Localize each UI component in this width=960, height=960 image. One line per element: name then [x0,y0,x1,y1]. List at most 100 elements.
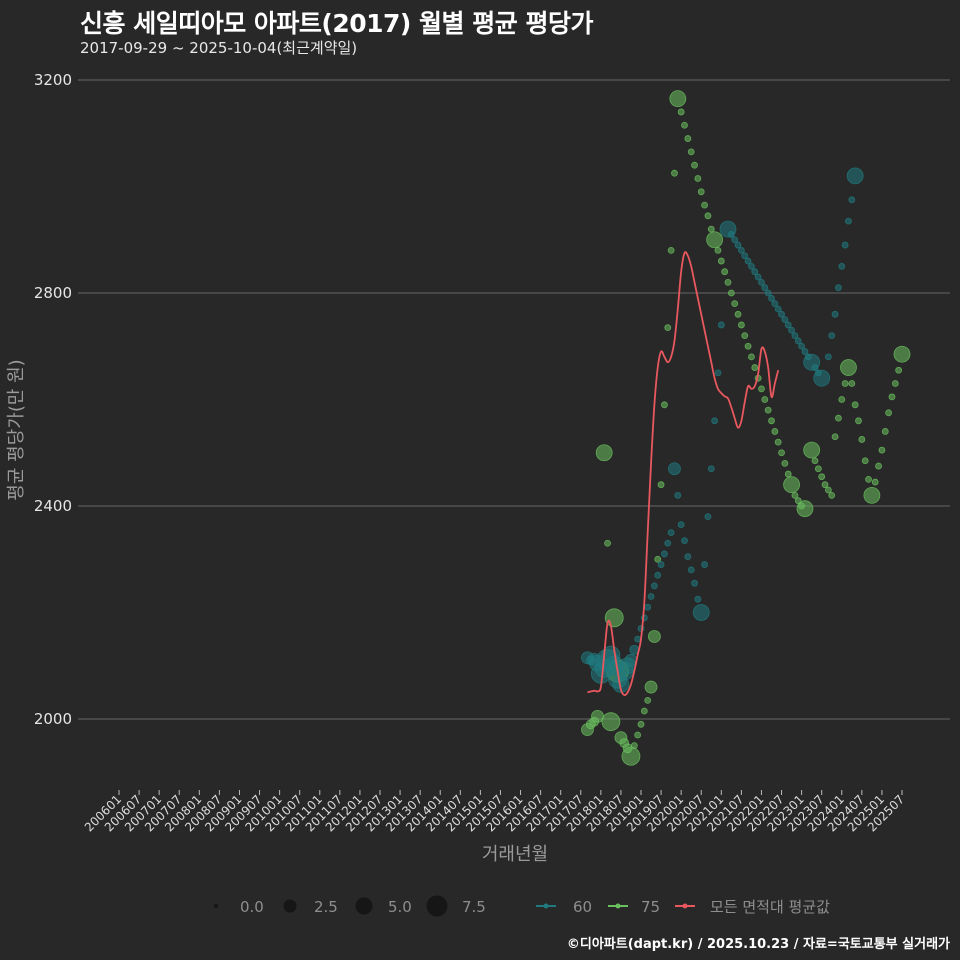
data-point [888,393,896,401]
data-point [644,603,652,611]
data-point [838,262,846,270]
data-point [706,231,724,249]
data-point [691,161,698,169]
y-axis-title: 평균 평당가(만 원) [6,359,27,500]
data-point [748,262,755,270]
data-point [637,720,645,728]
data-point [846,167,864,185]
data-point [687,148,695,156]
data-point [851,401,859,409]
y-tick-label: 2800 [34,284,72,302]
data-point [824,353,832,361]
data-point [758,385,765,393]
data-point [791,332,799,340]
data-point [657,481,665,489]
data-point [595,444,613,462]
data-point [796,500,814,518]
data-point [654,571,662,579]
data-point [681,537,688,545]
data-point [671,169,678,177]
data-point [858,436,866,443]
data-point [681,121,688,129]
average-line [587,251,780,697]
data-point [717,321,725,329]
data-point [751,268,759,276]
data-point [701,561,708,568]
data-point [711,417,719,425]
data-point [758,278,765,286]
data-point [691,579,698,587]
data-point [727,231,735,238]
data-point [783,476,800,494]
data-point [667,529,675,537]
data-point [828,491,836,499]
data-point [801,348,809,355]
data-point [845,217,852,225]
data-point [604,539,611,547]
data-point [647,593,655,600]
data-point [707,225,715,233]
data-point [669,90,687,108]
data-point [684,135,692,142]
legend-series-75-label: 75 [641,898,660,916]
data-point [701,201,708,209]
data-point [741,332,749,340]
data-point [744,257,752,265]
data-point [714,369,722,377]
data-point [835,284,842,292]
data-point [748,353,755,361]
data-point [727,289,735,297]
legend-average-label: 모든 면적대 평균값 [710,898,830,916]
data-point [774,438,782,446]
data-point [731,300,739,308]
data-point [875,462,882,470]
data-point [818,473,826,481]
data-point [774,305,782,313]
data-point [840,359,857,376]
data-point [811,457,819,465]
data-point [848,380,856,387]
data-point [841,241,849,249]
data-point [831,310,839,318]
data-point [724,278,732,286]
data-point [828,332,836,340]
data-point [714,246,722,254]
data-point [601,712,621,732]
data-point [677,521,685,529]
data-point [644,680,658,694]
legend-size-0-icon [214,904,218,908]
legend-series-60-label: 60 [573,898,592,916]
data-point [878,446,886,454]
data-point [674,491,682,499]
data-point [848,196,856,204]
data-point [824,486,832,494]
legend-series-60-icon [536,903,556,909]
legend-size-5-label: 5.0 [388,898,412,916]
data-point [694,595,702,603]
data-point [687,566,695,574]
data-point [657,561,665,568]
x-axis-ticks: 2006012006072007012007072008012008072009… [82,790,907,835]
data-point [885,409,893,417]
legend-size-7-5-label: 7.5 [462,898,486,916]
series-60-points [581,167,864,693]
data-point [634,731,642,739]
data-point [694,175,702,182]
data-point [664,324,672,332]
data-point [737,246,745,254]
data-point [784,321,792,329]
y-tick-label: 2400 [34,497,72,515]
data-point [895,366,903,374]
legend-series-75-icon [608,903,628,909]
data-point [768,417,775,425]
data-point [781,459,789,467]
data-point [871,478,879,486]
data-point [744,342,752,350]
data-point [781,316,789,324]
chart-subtitle: 2017-09-29 ~ 2025-10-04(최근계약일) [80,39,358,57]
data-point [764,289,772,297]
data-point [630,742,638,750]
data-point [704,513,712,521]
data-point [661,550,668,558]
